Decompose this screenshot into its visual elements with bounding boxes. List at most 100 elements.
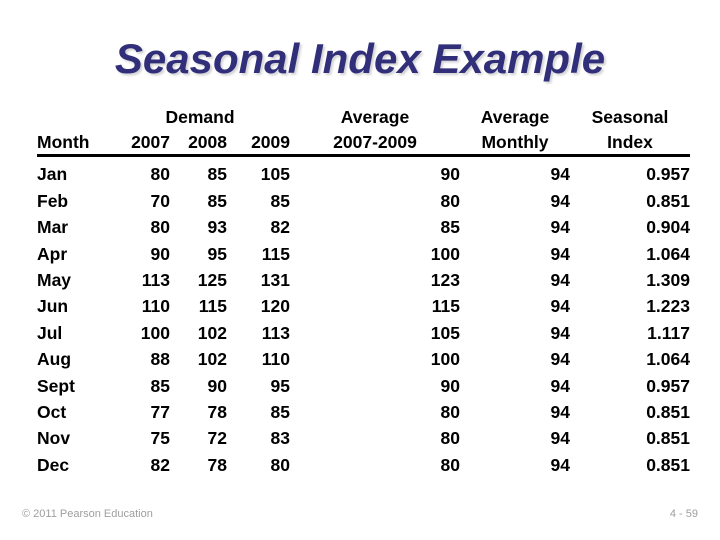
cell-month: Mar	[37, 217, 69, 238]
cell-month: Jan	[37, 164, 68, 185]
cell-month: Apr	[37, 243, 68, 264]
cell-d2008: 95	[207, 243, 227, 264]
table-row: Jul 100 102 113 105 94 1.117	[37, 320, 690, 346]
cell-month: Dec	[37, 454, 70, 475]
cell-month: Feb	[37, 190, 69, 211]
seasonal-index-table: Demand Average Average Seasonal Month 20…	[37, 106, 690, 478]
cell-d2007: 85	[150, 375, 170, 396]
cell-d2007: 113	[141, 270, 170, 291]
table-row: Nov 75 72 83 80 94 0.851	[37, 425, 690, 451]
cell-d2007: 82	[150, 454, 170, 475]
cell-d2009: 80	[270, 454, 290, 475]
cell-d2008: 93	[207, 217, 227, 238]
table-row: Mar 80 93 82 85 94 0.904	[37, 214, 690, 240]
cell-d2009: 113	[261, 322, 290, 343]
cell-d2007: 100	[140, 322, 170, 343]
page-number: 4 - 59	[669, 508, 698, 520]
cell-month: Jul	[37, 322, 63, 343]
cell-d2007: 80	[150, 164, 170, 185]
table-header: Demand Average Average Seasonal Month 20…	[37, 106, 690, 158]
header-label-row: Month 2007 2008 2009 2007-2009 Monthly I…	[37, 128, 690, 158]
cell-avg: 100	[430, 349, 460, 370]
cell-index: 0.957	[646, 375, 690, 396]
header-group-row: Demand Average Average Seasonal	[37, 106, 690, 128]
cell-index: 0.851	[646, 402, 690, 423]
cell-d2007: 110	[141, 296, 170, 317]
cell-index: 0.851	[646, 428, 690, 449]
cell-index: 1.309	[646, 270, 690, 291]
header-average-line1: Average	[340, 107, 410, 128]
header-month: Month	[37, 128, 110, 158]
header-year-2007: 2007	[110, 128, 170, 158]
cell-d2009: 82	[270, 217, 290, 238]
cell-avg: 80	[440, 454, 460, 475]
header-demand-group: Demand	[165, 107, 235, 128]
cell-avg: 80	[440, 402, 460, 423]
cell-d2009: 120	[260, 296, 290, 317]
header-average-line2: 2007-2009	[290, 128, 460, 158]
cell-d2009: 85	[270, 402, 290, 423]
cell-index: 0.957	[646, 164, 690, 185]
cell-d2009: 115	[261, 243, 290, 264]
table-row: Sept 85 90 95 90 94 0.957	[37, 373, 690, 399]
cell-avg_monthly: 94	[550, 296, 570, 317]
table-body: Jan 80 85 105 90 94 0.957 Feb 70 85 85 80 94 0.851 Mar…	[37, 156, 690, 478]
cell-month: Sept	[37, 375, 75, 396]
cell-avg_monthly: 94	[550, 402, 570, 423]
table-row: Oct 77 78 85 80 94 0.851	[37, 399, 690, 425]
cell-month: Oct	[37, 402, 67, 423]
cell-d2008: 85	[207, 164, 227, 185]
table-row: May 113 125 131 123 94 1.309	[37, 267, 690, 293]
cell-d2007: 70	[150, 190, 170, 211]
cell-d2008: 78	[207, 402, 227, 423]
header-avg-monthly-line1: Average	[480, 107, 550, 128]
table-row: Aug 88 102 110 100 94 1.064	[37, 346, 690, 372]
cell-d2009: 110	[261, 349, 290, 370]
table-row: Jun 110 115 120 115 94 1.223	[37, 293, 690, 319]
cell-avg_monthly: 94	[550, 243, 570, 264]
cell-d2008: 102	[197, 322, 227, 343]
cell-index: 1.064	[646, 349, 690, 370]
cell-month: Nov	[37, 428, 71, 449]
cell-d2008: 85	[207, 190, 227, 211]
cell-avg: 85	[440, 217, 460, 238]
cell-index: 1.117	[647, 322, 690, 343]
cell-avg_monthly: 94	[550, 349, 570, 370]
header-avg-monthly-line2: Monthly	[460, 128, 570, 158]
copyright-text: © 2011 Pearson Education	[22, 508, 153, 520]
cell-avg_monthly: 94	[550, 454, 570, 475]
header-spacer	[37, 106, 110, 128]
cell-d2009: 83	[270, 428, 290, 449]
cell-d2007: 90	[150, 243, 170, 264]
cell-avg: 123	[430, 270, 460, 291]
cell-month: May	[37, 270, 72, 291]
cell-d2009: 105	[260, 164, 290, 185]
cell-avg_monthly: 94	[550, 428, 570, 449]
cell-d2007: 80	[150, 217, 170, 238]
cell-month: Jun	[37, 296, 69, 317]
cell-d2008: 72	[207, 428, 227, 449]
cell-avg: 80	[440, 428, 460, 449]
cell-d2008: 115	[198, 296, 227, 317]
slide-title: Seasonal Index Example	[114, 35, 606, 82]
cell-d2007: 77	[150, 402, 170, 423]
cell-d2008: 102	[197, 349, 227, 370]
cell-d2008: 125	[197, 270, 227, 291]
cell-d2009: 95	[270, 375, 290, 396]
cell-index: 0.851	[646, 190, 690, 211]
cell-month: Aug	[37, 349, 72, 370]
cell-index: 1.064	[646, 243, 690, 264]
cell-d2008: 78	[207, 454, 227, 475]
header-year-2008: 2008	[170, 128, 227, 158]
header-seasonal-line1: Seasonal	[591, 107, 669, 128]
table-row: Jan 80 85 105 90 94 0.957	[37, 156, 690, 188]
cell-avg: 90	[440, 164, 460, 185]
cell-index: 0.851	[646, 454, 690, 475]
cell-d2009: 85	[270, 190, 290, 211]
cell-avg_monthly: 94	[550, 322, 570, 343]
cell-d2007: 75	[150, 428, 170, 449]
cell-avg: 80	[440, 190, 460, 211]
cell-avg: 100	[430, 243, 460, 264]
cell-avg: 115	[431, 296, 460, 317]
cell-avg_monthly: 94	[550, 375, 570, 396]
